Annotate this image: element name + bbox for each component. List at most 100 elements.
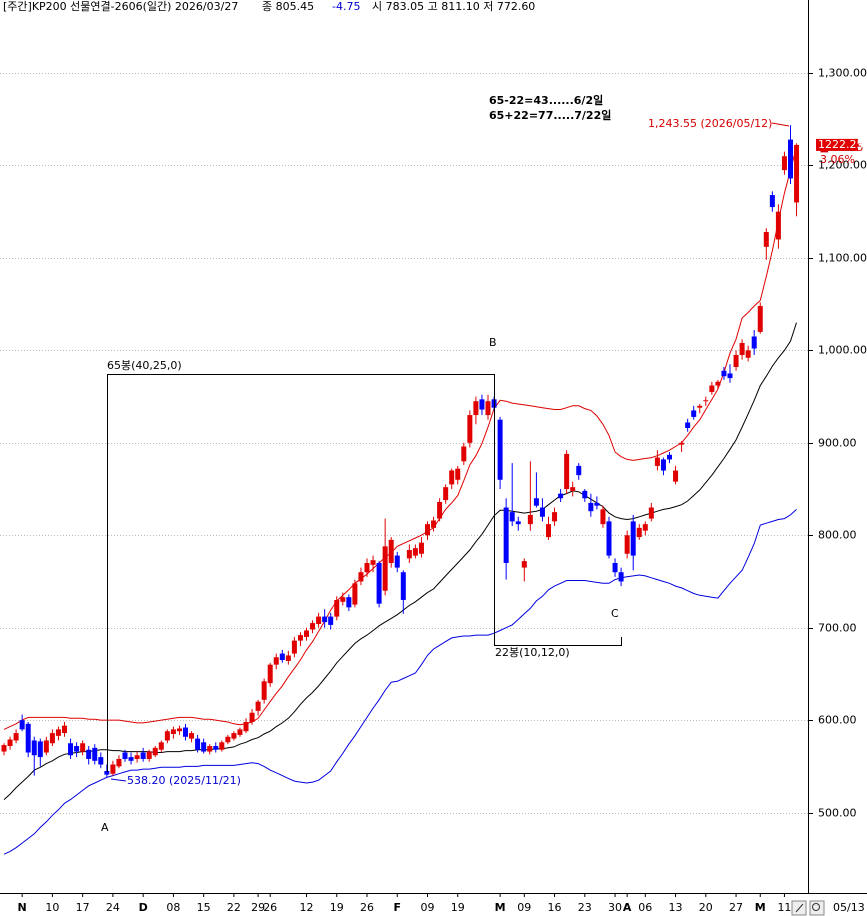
- candle-body: [733, 354, 739, 367]
- candle-body: [364, 562, 370, 573]
- x-tick-label: 24: [106, 901, 120, 914]
- candle-body: [237, 729, 243, 735]
- candle-body: [104, 770, 110, 775]
- candle-body: [794, 144, 800, 203]
- candle-body: [455, 468, 461, 480]
- candle-body: [636, 527, 642, 538]
- last-change-pct: 3.06%: [820, 153, 855, 166]
- candle-body: [667, 454, 672, 460]
- candle-body: [751, 336, 757, 349]
- candle-body: [564, 453, 570, 490]
- candle-body: [219, 742, 225, 750]
- candle-body: [709, 385, 715, 392]
- candle-body: [267, 664, 273, 684]
- candle-body: [189, 733, 195, 739]
- candle-body: [122, 752, 128, 759]
- candle-body: [316, 616, 322, 624]
- candle-body: [673, 470, 679, 482]
- x-tick-label: 16: [548, 901, 562, 914]
- candle-body: [243, 721, 249, 732]
- candle-body: [55, 729, 61, 736]
- candle-body: [68, 743, 74, 756]
- candle-body: [74, 746, 80, 752]
- x-tick-label: D: [139, 901, 148, 914]
- candle-body: [49, 733, 55, 744]
- candle-body: [576, 465, 582, 476]
- candle-body: [648, 507, 654, 519]
- wave-label: C: [611, 607, 619, 620]
- candle-body: [37, 741, 43, 758]
- candle-body: [473, 401, 479, 416]
- x-tick-label: 09: [517, 901, 531, 914]
- zoom-icon: [812, 903, 820, 911]
- note: 65-22=43......6/2일: [489, 93, 603, 107]
- box-label: 22봉(10,12,0): [495, 646, 570, 659]
- title: [주간]KP200 선물연결-2606(일간) 2026/03/27: [3, 0, 238, 13]
- wave-label: A: [101, 821, 109, 834]
- y-tick-label: 800.00: [818, 529, 857, 542]
- candle-body: [412, 548, 418, 556]
- candle-body: [600, 509, 606, 525]
- candle-body: [158, 742, 164, 750]
- zoom-button[interactable]: [809, 900, 825, 916]
- candle-body: [594, 502, 600, 506]
- box-65: [107, 374, 495, 772]
- candle-body: [515, 521, 521, 525]
- candle-body: [279, 653, 285, 661]
- candle-body: [134, 755, 140, 759]
- candle-body: [521, 561, 527, 568]
- candle-body: [467, 415, 473, 443]
- x-tick-label: 26: [263, 901, 277, 914]
- candle-body: [697, 405, 703, 408]
- x-tick-label: M: [755, 901, 766, 914]
- x-tick-label: 19: [330, 901, 344, 914]
- candle-body: [19, 720, 25, 730]
- y-tick-label: 1,100.00: [818, 252, 867, 265]
- annotation-shapes: [107, 122, 790, 782]
- y-tick-label: 1,300.00: [818, 67, 867, 80]
- candle-body: [775, 211, 781, 240]
- candle-body: [443, 487, 449, 501]
- last-price-box: [816, 138, 858, 151]
- candle-body: [425, 524, 430, 536]
- candle-body: [376, 562, 382, 604]
- band-line: [3, 146, 797, 730]
- candle-body: [763, 232, 769, 247]
- x-tick-label: 06: [638, 901, 652, 914]
- candle-body: [291, 640, 297, 654]
- draw-icon: [795, 903, 804, 913]
- candle-body: [679, 442, 685, 445]
- candle-body: [80, 743, 86, 752]
- candle-body: [449, 470, 455, 485]
- candle-body: [527, 514, 533, 525]
- candle-body: [503, 507, 509, 563]
- candle-body: [437, 501, 443, 519]
- candle-body: [570, 487, 576, 491]
- candle-body: [13, 733, 19, 741]
- candle-body: [461, 446, 467, 462]
- band-line: [3, 509, 797, 855]
- candle-body: [170, 729, 176, 734]
- candle-body: [92, 747, 98, 761]
- candle-body: [654, 457, 660, 466]
- candle-body: [691, 410, 697, 417]
- note: 65+22=77.....7/22일: [489, 108, 611, 122]
- candle-body: [140, 752, 146, 759]
- info-ohl: 시 783.05 고 811.10 저 772.60: [372, 0, 535, 13]
- candle-body: [328, 616, 334, 625]
- candle-body: [781, 156, 787, 171]
- candle-body: [183, 727, 188, 737]
- candle-body: [213, 746, 219, 750]
- candle-body: [394, 555, 400, 568]
- x-tick-label: 12: [300, 901, 314, 914]
- info-change: -4.75: [332, 0, 360, 13]
- y-tick-label: 900.00: [818, 437, 857, 450]
- candle-body: [582, 490, 588, 499]
- candle-body: [164, 731, 170, 741]
- high-arrow: [771, 122, 790, 127]
- candle-body: [340, 597, 346, 602]
- candle-body: [400, 572, 406, 600]
- candle-body: [382, 546, 388, 591]
